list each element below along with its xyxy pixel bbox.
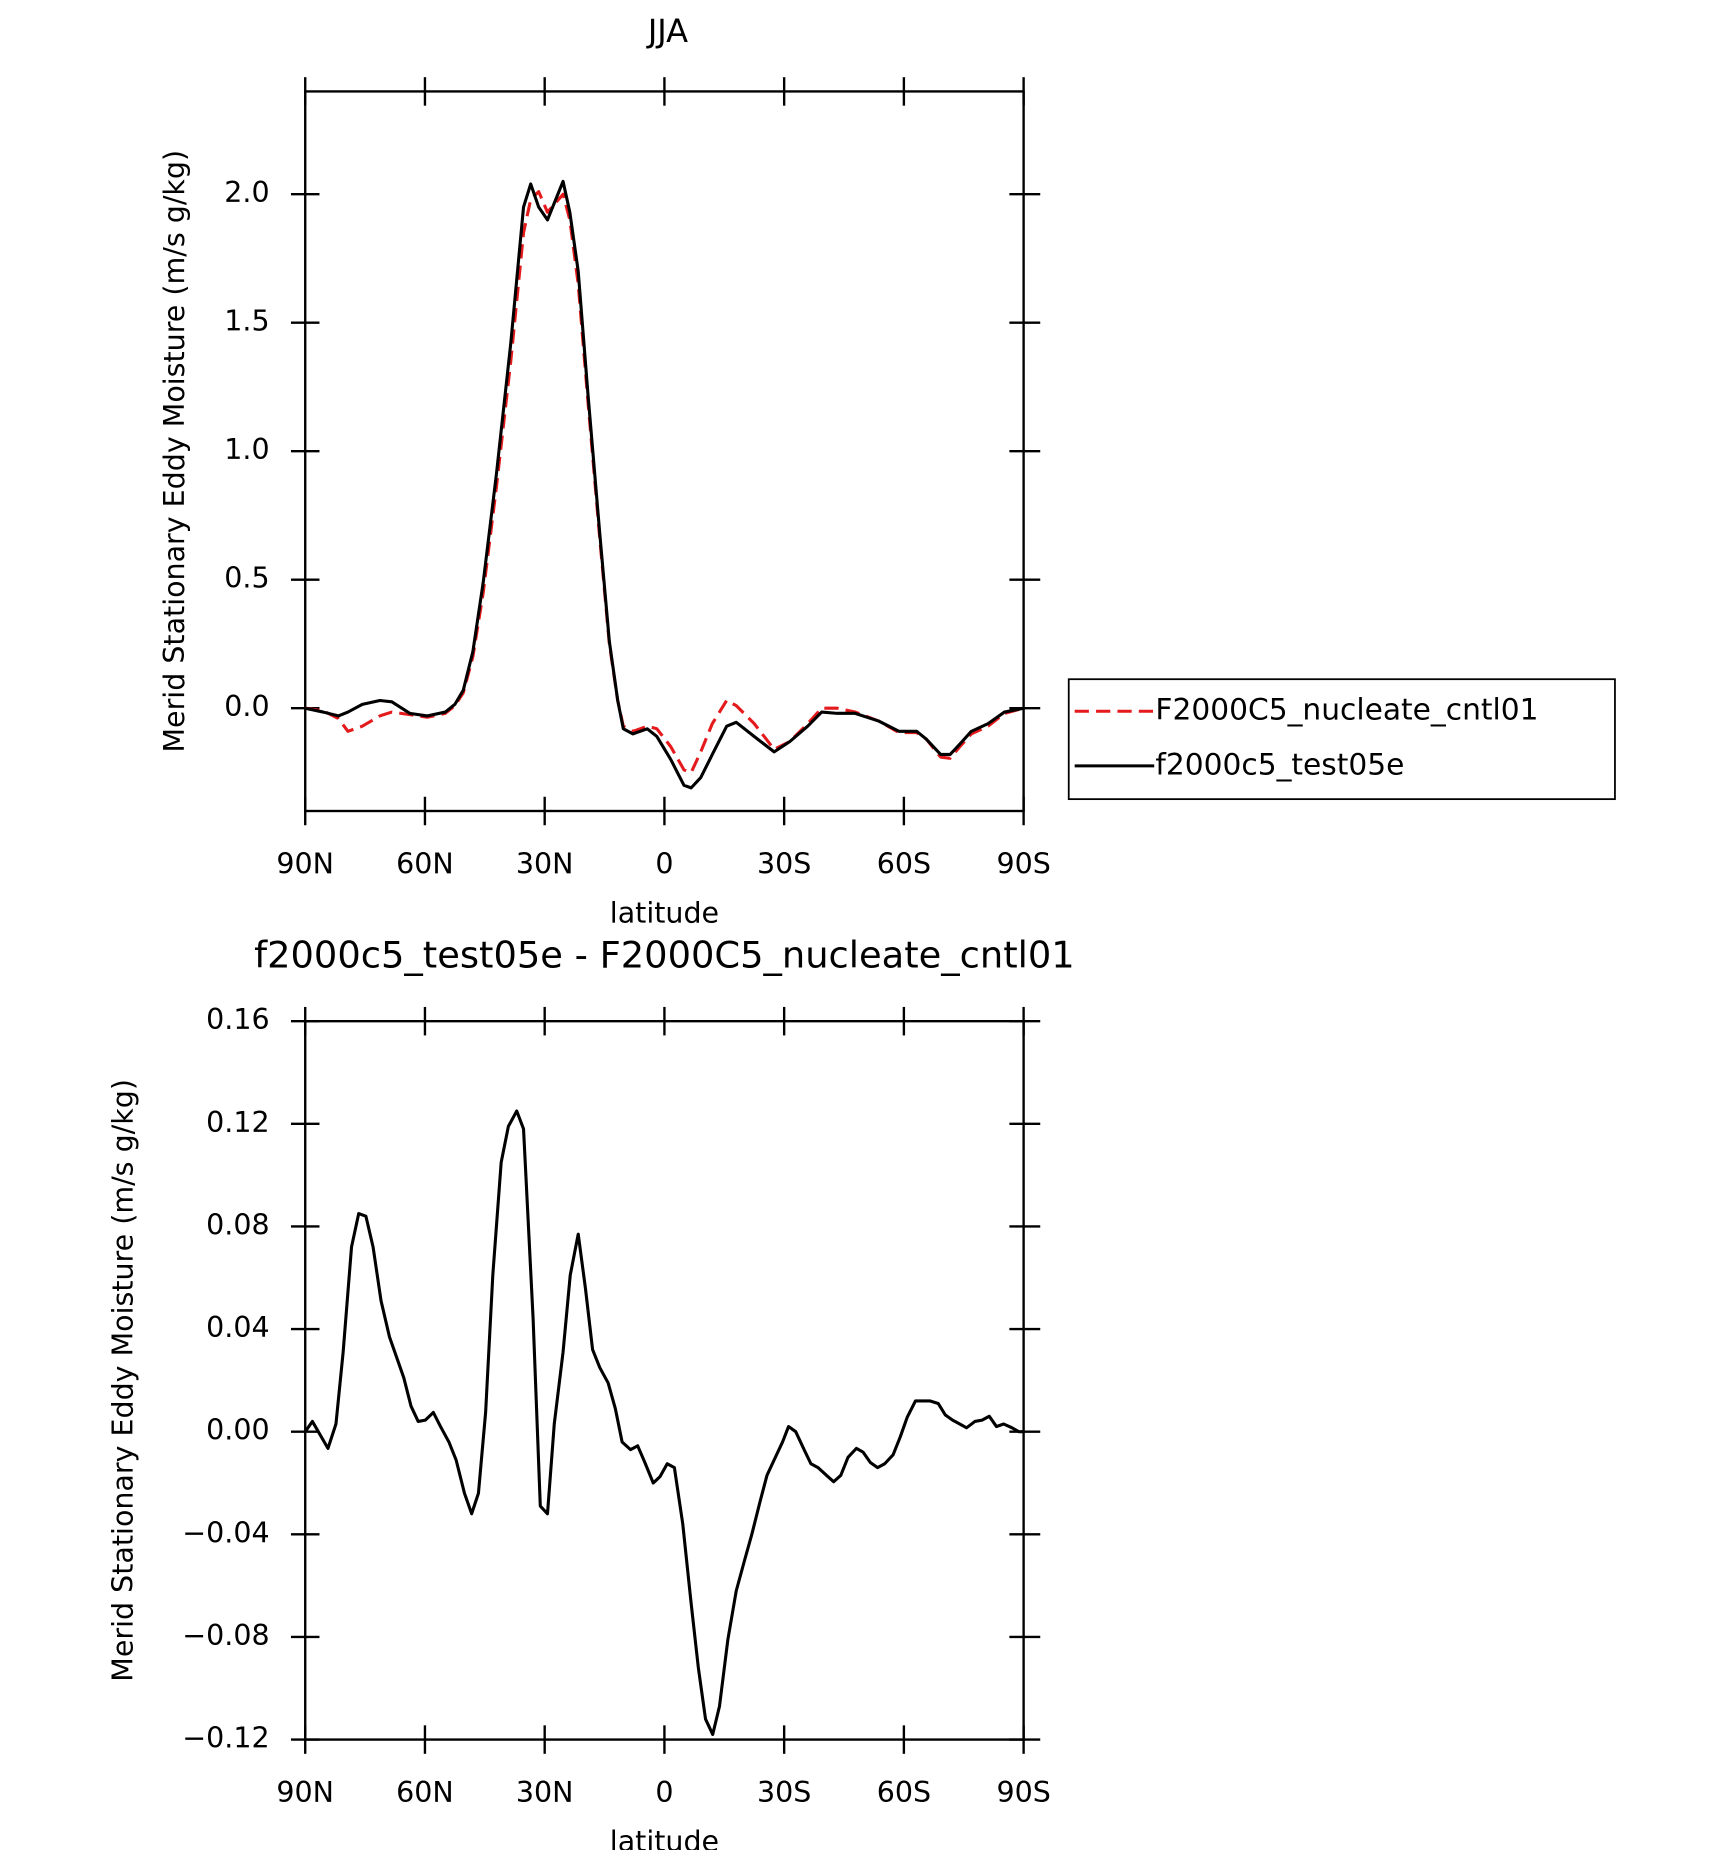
x-tick-label: 30S <box>757 848 811 881</box>
y-tick-label: 0.0 <box>224 690 269 723</box>
y-tick-label: 1.5 <box>224 305 269 338</box>
legend-box <box>1067 678 1616 801</box>
y-axis-label: Merid Stationary Eddy Moisture (m/s g/kg… <box>107 1079 140 1682</box>
y-tick-label: 0.12 <box>206 1106 269 1139</box>
y-tick-label: 2.0 <box>224 176 269 209</box>
y-axis-label: Merid Stationary Eddy Moisture (m/s g/kg… <box>158 150 191 753</box>
y-tick-label: −0.08 <box>182 1619 269 1652</box>
plot-frame <box>304 90 1025 813</box>
x-axis-label: latitude <box>610 896 719 929</box>
data-line <box>303 1109 1024 1736</box>
y-tick-label: 0.04 <box>206 1311 269 1344</box>
x-tick-label: 60S <box>877 848 931 881</box>
x-tick-label: 90N <box>276 1776 334 1809</box>
x-axis-label: latitude <box>610 1825 719 1850</box>
legend-label: F2000C5_nucleate_cntl01 <box>1155 692 1538 727</box>
y-tick-label: −0.12 <box>182 1722 269 1755</box>
x-tick-label: 30N <box>516 848 574 881</box>
x-tick-label: 90S <box>996 1776 1050 1809</box>
data-line <box>304 179 1024 790</box>
x-tick-label: 60N <box>396 1776 454 1809</box>
chart-title: f2000c5_test05e - F2000C5_nucleate_cntl0… <box>254 934 1075 977</box>
y-tick-label: 1.0 <box>224 433 269 466</box>
x-tick-label: 60S <box>877 1776 931 1809</box>
plot-frame <box>304 1019 1025 1741</box>
x-tick-label: 60N <box>396 848 454 881</box>
y-tick-label: 0.08 <box>206 1208 269 1241</box>
y-tick-label: 0.00 <box>206 1414 269 1447</box>
x-tick-label: 30N <box>516 1776 574 1809</box>
x-tick-label: 30S <box>757 1776 811 1809</box>
y-tick-label: 0.5 <box>224 562 269 595</box>
x-tick-label: 90N <box>276 848 334 881</box>
x-tick-label: 0 <box>655 848 673 881</box>
legend-label: f2000c5_test05e <box>1155 746 1404 781</box>
y-tick-label: −0.04 <box>182 1516 269 1549</box>
chart-title: JJA <box>646 12 688 50</box>
x-tick-label: 90S <box>996 848 1050 881</box>
x-tick-label: 0 <box>655 1776 673 1809</box>
y-tick-label: 0.16 <box>206 1003 269 1036</box>
data-line <box>305 190 1025 775</box>
